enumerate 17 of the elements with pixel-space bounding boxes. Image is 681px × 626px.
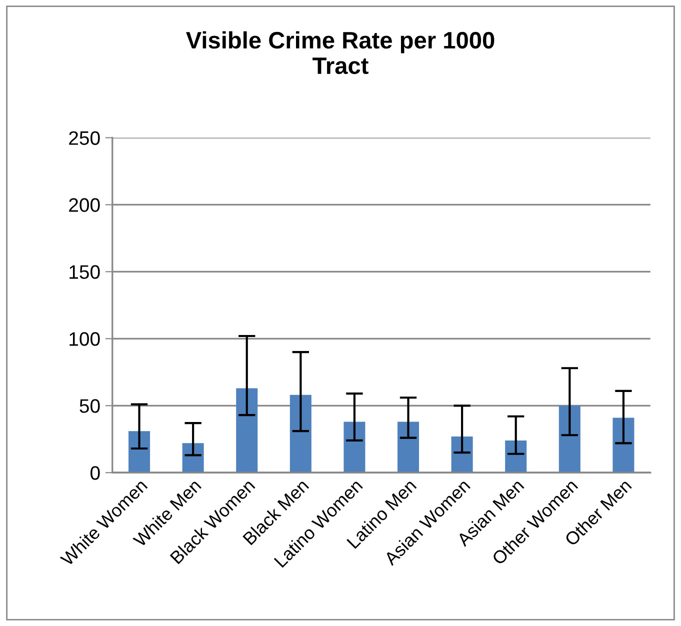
y-tick-label: 200 — [69, 198, 100, 212]
y-tick-label: 150 — [70, 265, 100, 279]
bar — [451, 436, 473, 473]
y-tick-label: 100 — [70, 332, 100, 346]
y-tick-label: 250 — [69, 131, 100, 145]
y-tick-label: 0 — [90, 466, 100, 480]
bar — [236, 388, 258, 473]
bar — [344, 422, 366, 473]
bar — [612, 418, 634, 473]
bar — [398, 422, 420, 473]
bar — [290, 394, 312, 473]
bar — [505, 440, 527, 473]
chart-title: Visible Crime Rate per 1000 Tract — [186, 31, 494, 74]
bar — [128, 431, 150, 473]
y-tick-label: 50 — [80, 399, 100, 413]
bar — [182, 443, 204, 473]
bar — [558, 406, 580, 473]
